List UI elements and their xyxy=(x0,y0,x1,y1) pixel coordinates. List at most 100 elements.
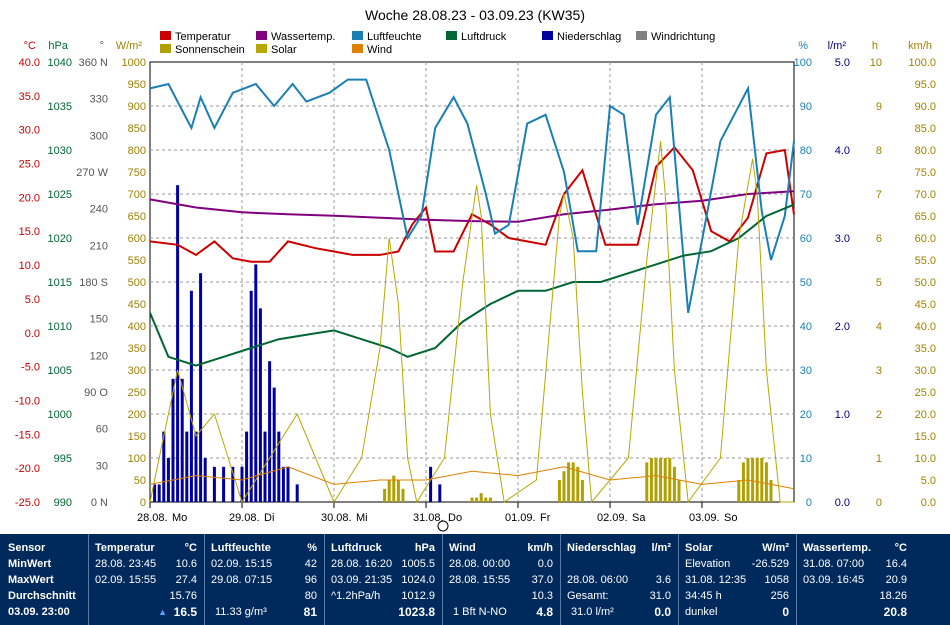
legend-label: Windrichtung xyxy=(651,31,715,43)
bar-niederschlag xyxy=(231,466,235,502)
axis-tick-temperature: 40.0 xyxy=(19,57,40,69)
axis-tick-sunshine: 8 xyxy=(876,145,882,157)
axis-tick-pressure: 1030 xyxy=(48,145,72,157)
temp-min: 10.6 xyxy=(175,558,197,570)
humidity-column: Luftfeuchte % 02.09. 15:15 42 29.08. 07:… xyxy=(204,534,325,625)
wind-max: 37.0 xyxy=(531,574,553,586)
axis-tick-temperature: -20.0 xyxy=(15,463,40,475)
wind-min-time: 28.08. 00:00 xyxy=(449,558,511,570)
bar-niederschlag xyxy=(254,264,258,502)
x-weekday-label: Sa xyxy=(632,512,646,524)
bar-sonnenschein xyxy=(562,471,566,502)
wind-max-time: 28.08. 15:55 xyxy=(449,574,511,586)
axis-tick-solar: 300 xyxy=(128,365,146,377)
pressure-column: Luftdruck hPa 28.08. 16:20 1005.5 03.09.… xyxy=(324,534,443,625)
wind-bft: 1 Bft N-NO xyxy=(453,606,507,618)
scroll-handle[interactable] xyxy=(437,520,449,532)
legend-label: Sonnenschein xyxy=(175,44,245,56)
temp-avg: 15.76 xyxy=(169,590,197,602)
bar-niederschlag xyxy=(180,378,184,502)
bar-niederschlag xyxy=(162,431,166,502)
precip-column: Niederschlag l/m² 28.08. 06:00 3.6 Gesam… xyxy=(560,534,679,625)
weather-week-chart: 28.08. Mo 29.08. Di 30.08. Mi 31.08. Do 01.09. Fr… xyxy=(15,7,936,532)
bar-sonnenschein xyxy=(654,458,658,502)
bar-niederschlag xyxy=(245,431,249,502)
axis-tick-wind_speed: 65.0 xyxy=(915,211,936,223)
precip-header: Niederschlag xyxy=(567,542,637,554)
precip-max: 3.6 xyxy=(655,574,671,586)
grid-layer xyxy=(150,62,794,502)
x-day-label: 28.08. xyxy=(137,512,168,524)
axis-tick-sunshine: 6 xyxy=(876,233,882,245)
axis-tick-temperature: -25.0 xyxy=(15,497,40,509)
axis-tick-wind_speed: 80.0 xyxy=(915,145,936,157)
press-unit: hPa xyxy=(414,542,435,554)
bar-niederschlag xyxy=(263,431,267,502)
bar-niederschlag xyxy=(438,484,442,502)
legend-swatch xyxy=(256,44,267,53)
axis-tick-wind_speed: 75.0 xyxy=(915,167,936,179)
hum-avg: 80 xyxy=(304,590,317,602)
bar-niederschlag xyxy=(429,466,433,502)
axis-tick-temperature: 10.0 xyxy=(19,260,40,272)
axis-tick-temperature: 25.0 xyxy=(19,159,40,171)
wind-avg: 10.3 xyxy=(531,590,553,602)
temp-trend-icon: ▲ xyxy=(158,607,167,617)
bar-niederschlag xyxy=(212,466,216,502)
press-max: 1024.0 xyxy=(401,574,435,586)
axis-tick-temperature: 15.0 xyxy=(19,226,40,238)
legend-swatch xyxy=(352,44,363,53)
axis-unit-pressure: hPa xyxy=(48,40,68,52)
legend-swatch xyxy=(542,31,553,40)
axis-tick-wind_speed: 0.0 xyxy=(921,497,936,509)
bar-niederschlag xyxy=(272,387,276,502)
axis-tick-precipitation: 4.0 xyxy=(835,145,850,157)
bar-niederschlag xyxy=(176,185,180,502)
temperature-column: Temperatur °C 28.08. 23:45 10.6 02.09. 1… xyxy=(88,534,205,625)
water-min-time: 31.08. 07:00 xyxy=(803,558,865,570)
bar-sonnenschein xyxy=(396,480,400,502)
hum-header: Luftfeuchte xyxy=(211,542,271,554)
precip-unit: l/m² xyxy=(651,542,671,554)
axis-tick-pressure: 1000 xyxy=(48,409,72,421)
x-day-label: 02.09. xyxy=(597,512,628,524)
bar-niederschlag xyxy=(277,431,281,502)
legend-label: Niederschlag xyxy=(557,31,621,43)
bar-niederschlag xyxy=(157,484,161,502)
bar-sonnenschein xyxy=(764,462,768,502)
axis-tick-humidity: 30 xyxy=(800,365,812,377)
bar-sonnenschein xyxy=(401,488,405,502)
axis-tick-wind_direction: 210 xyxy=(90,240,108,252)
sensor-header: Sensor xyxy=(8,542,46,554)
axis-tick-wind_direction: 60 xyxy=(96,424,108,436)
axis-unit-temperature: °C xyxy=(24,40,36,52)
x-day-label: 31.08. xyxy=(413,512,444,524)
water-min: 16.4 xyxy=(885,558,907,570)
wind-current: 4.8 xyxy=(536,605,553,619)
bar-sonnenschein xyxy=(475,497,479,502)
solar-unit: W/m² xyxy=(762,542,789,554)
axis-unit-sunshine: h xyxy=(872,40,878,52)
axis-tick-temperature: -5.0 xyxy=(21,362,40,374)
wind-header: Wind xyxy=(449,542,476,554)
line-wind xyxy=(149,466,795,490)
axis-tick-solar: 650 xyxy=(128,211,146,223)
wind-unit: km/h xyxy=(527,542,553,554)
bar-niederschlag xyxy=(153,484,157,502)
bar-sonnenschein xyxy=(663,458,667,502)
line-luftfeuchte xyxy=(149,78,795,313)
hum-max: 96 xyxy=(304,574,317,586)
solar-current: 0 xyxy=(782,605,789,619)
solar-elev-label: Elevation xyxy=(685,558,731,570)
axis-unit-precipitation: l/m² xyxy=(828,40,847,52)
axis-tick-humidity: 60 xyxy=(800,233,812,245)
bars-layer xyxy=(153,185,773,502)
axis-tick-pressure: 1005 xyxy=(48,365,72,377)
x-day-label: 29.08. xyxy=(229,512,260,524)
axis-unit-solar: W/m² xyxy=(116,40,143,52)
bar-sonnenschein xyxy=(741,462,745,502)
bar-niederschlag xyxy=(222,466,226,502)
x-day-label: 30.08. xyxy=(321,512,352,524)
bar-sonnenschein xyxy=(659,458,663,502)
axis-tick-wind_speed: 35.0 xyxy=(915,343,936,355)
